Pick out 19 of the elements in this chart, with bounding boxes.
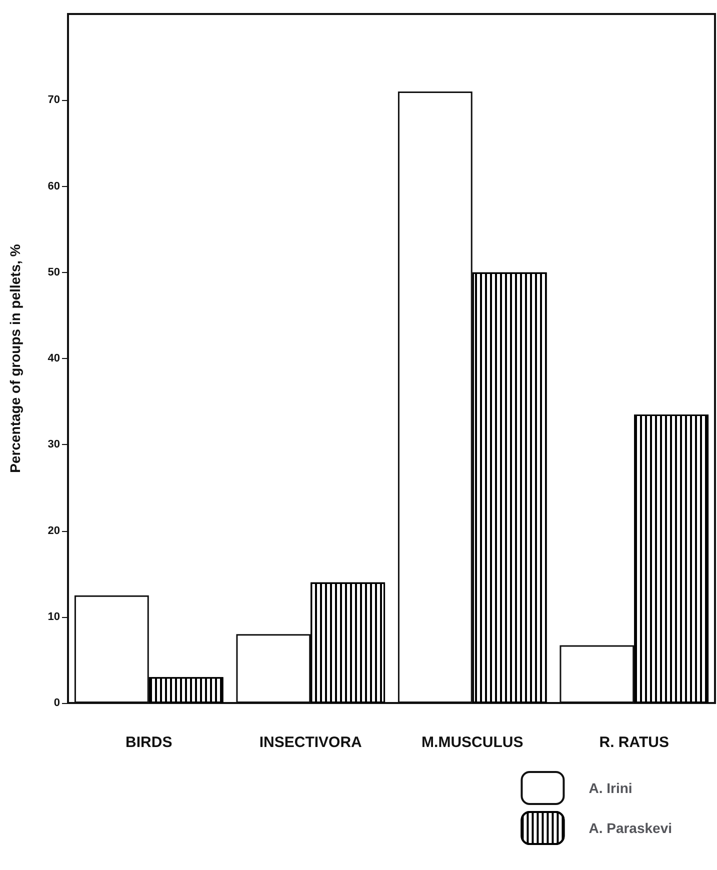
x-tick-label: R. RATUS — [599, 734, 669, 751]
x-tick-label: M.MUSCULUS — [422, 734, 524, 751]
y-tick-label: 50 — [48, 266, 60, 278]
x-tick-label: BIRDS — [126, 734, 172, 751]
legend-label: A. Paraskevi — [588, 820, 672, 836]
y-axis-title: Percentage of groups in pellets, % — [7, 244, 23, 473]
y-tick-label: 10 — [48, 610, 60, 623]
bar — [74, 595, 149, 703]
bar — [398, 92, 472, 703]
x-tick-label: INSECTIVORA — [259, 734, 362, 751]
y-tick-label: 70 — [48, 94, 60, 106]
legend-label: A. Irini — [588, 780, 632, 796]
y-tick-label: 30 — [48, 438, 60, 451]
bar — [236, 634, 311, 703]
y-tick-label: 40 — [48, 352, 60, 364]
y-tick-label: 60 — [48, 180, 60, 192]
y-tick-label: 20 — [48, 524, 60, 537]
y-tick-label: 0 — [54, 697, 60, 709]
bar — [560, 645, 634, 703]
